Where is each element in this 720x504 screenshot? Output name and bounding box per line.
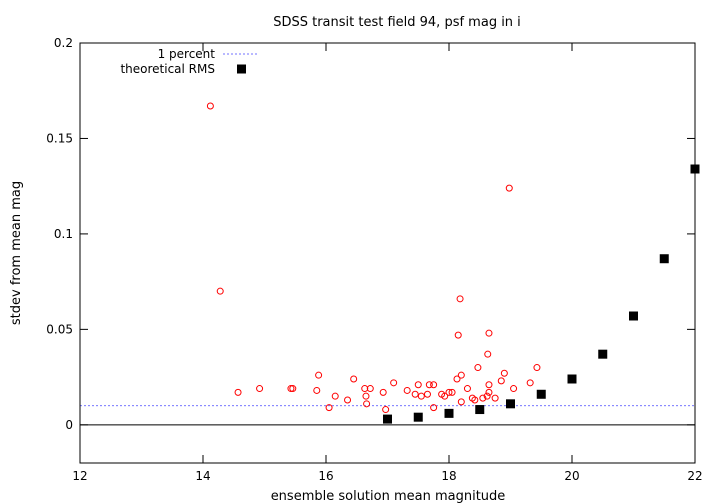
rms-point (629, 311, 638, 321)
data-point (500, 369, 508, 377)
rms-point (659, 254, 669, 264)
data-point (289, 385, 297, 393)
data-point (366, 385, 374, 393)
data-point (287, 385, 295, 393)
data-point (479, 394, 487, 402)
data-point (485, 329, 493, 337)
data-point (484, 350, 492, 358)
data-point (485, 388, 493, 396)
data-point (505, 184, 513, 192)
rms-point (506, 399, 515, 409)
data-point (216, 287, 224, 295)
data-point (363, 400, 371, 408)
data-point (234, 388, 242, 396)
data-point (350, 375, 358, 383)
data-point (454, 331, 462, 339)
rms-point (475, 405, 485, 415)
y-tick-label: 0 (65, 418, 73, 432)
x-tick-label: 14 (195, 469, 210, 483)
data-point (423, 390, 431, 398)
rms-point (567, 374, 577, 384)
data-point (315, 371, 323, 379)
data-point (411, 390, 419, 398)
data-point (510, 385, 518, 393)
chart-title: SDSS transit test field 94, psf mag in i (273, 15, 521, 30)
data-point (256, 385, 264, 393)
data-point (430, 404, 438, 412)
data-point (457, 398, 465, 406)
data-point (441, 392, 449, 400)
data-point (471, 396, 479, 404)
data-point (457, 371, 465, 379)
legend-label-one-percent: 1 percent (158, 47, 216, 61)
data-point (456, 295, 464, 303)
legend-label-theoretical-rms: theoretical RMS (120, 62, 215, 76)
rms-point (598, 349, 608, 359)
data-point (325, 404, 333, 412)
rms-point (536, 389, 546, 399)
rms-point (383, 414, 392, 424)
data-point (526, 379, 534, 387)
data-point (313, 386, 321, 394)
data-point (417, 392, 425, 400)
x-axis-label: ensemble solution mean magnitude (271, 489, 506, 504)
plot-area: 12 14 16 18 20 22 0 0.05 0.1 0.15 0.2 (46, 36, 702, 483)
data-point (483, 392, 491, 400)
x-tick-label: 16 (318, 469, 333, 483)
y-tick-label: 0.2 (54, 36, 73, 50)
legend-swatch-theoretical-rms (237, 64, 246, 74)
data-point (533, 364, 541, 372)
x-tick-label: 18 (441, 469, 456, 483)
data-point (463, 385, 471, 393)
data-point (430, 381, 438, 389)
data-point (414, 381, 422, 389)
data-point (497, 377, 505, 385)
data-point (453, 375, 461, 383)
y-tick-label: 0.05 (46, 322, 73, 336)
rms-point (413, 412, 423, 422)
data-point (448, 388, 456, 396)
x-tick-label: 20 (564, 469, 579, 483)
y-axis-label: stdev from mean mag (9, 181, 24, 325)
data-point (445, 388, 453, 396)
rms-point (444, 408, 454, 418)
data-point (331, 392, 339, 400)
data-point (474, 364, 482, 372)
data-point (485, 381, 493, 389)
y-tick-label: 0.1 (54, 227, 73, 241)
x-tick-label: 12 (72, 469, 87, 483)
data-point (344, 396, 352, 404)
data-point (362, 392, 370, 400)
data-point (403, 386, 411, 394)
x-tick-label: 22 (687, 469, 702, 483)
data-point (382, 406, 390, 414)
data-point (390, 379, 398, 387)
y-tick-label: 0.15 (46, 131, 73, 145)
data-point (491, 394, 499, 402)
data-point (206, 102, 214, 110)
rms-point (690, 164, 700, 174)
data-point (379, 388, 387, 396)
data-point (425, 381, 433, 389)
plot-frame (79, 42, 696, 464)
